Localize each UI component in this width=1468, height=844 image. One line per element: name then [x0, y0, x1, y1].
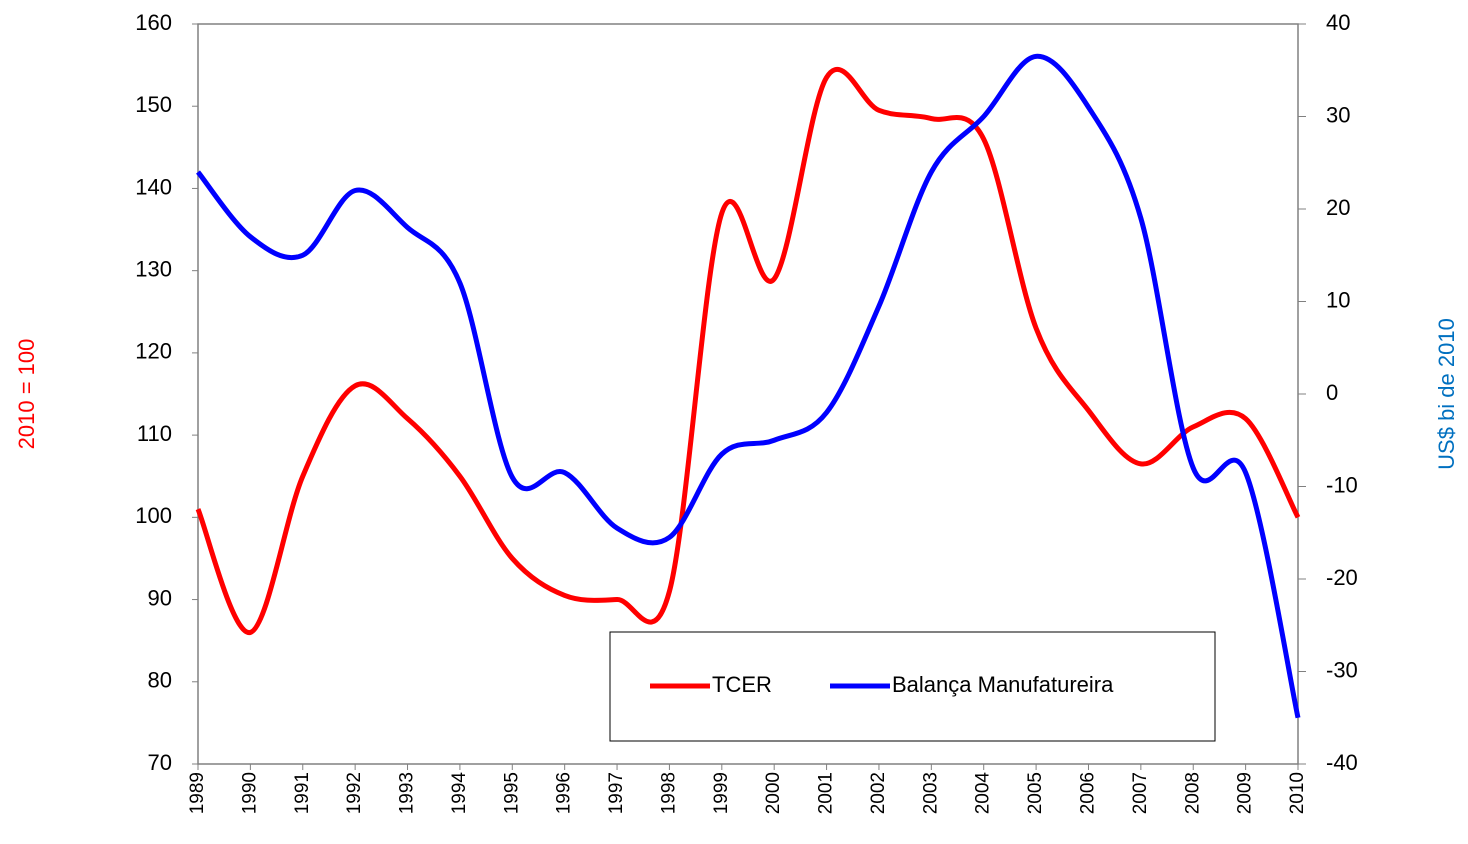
y-tick-label: 160 [135, 10, 172, 35]
series-line [195, 67, 1301, 635]
x-tick-label: 2000 [763, 772, 784, 814]
legend-label: Balança Manufatureira [892, 672, 1114, 697]
x-tick-label: 2002 [868, 772, 889, 814]
y-tick-label: 110 [137, 421, 172, 446]
y-tick-label: 80 [148, 668, 172, 693]
y2-tick-label: -20 [1326, 565, 1358, 590]
y-axis-label: 2010 = 100 [14, 339, 39, 450]
x-tick-label: 1995 [501, 772, 522, 814]
y-tick-label: 140 [135, 174, 172, 199]
y-tick-label: 120 [135, 339, 172, 364]
y2-tick-label: 30 [1326, 102, 1350, 127]
x-tick-label: 2006 [1077, 772, 1098, 814]
x-tick-label: 1991 [292, 772, 313, 814]
x-tick-label: 1996 [554, 772, 575, 814]
x-tick-label: 1989 [187, 772, 208, 814]
x-tick-label: 1990 [239, 772, 260, 814]
x-tick-label: 2010 [1287, 772, 1308, 814]
x-tick-label: 1992 [344, 772, 365, 814]
y2-tick-label: 10 [1326, 287, 1350, 312]
x-tick-label: 1997 [606, 772, 627, 814]
y2-tick-label: 40 [1326, 10, 1350, 35]
y2-tick-label: -30 [1326, 657, 1358, 682]
x-tick-label: 2001 [816, 772, 837, 814]
y-tick-label: 100 [135, 503, 172, 528]
x-tick-label: 1993 [397, 772, 418, 814]
y2-axis-label: US$ bi de 2010 [1434, 318, 1459, 470]
x-tick-label: 1994 [449, 772, 470, 815]
x-tick-label: 2004 [973, 772, 994, 815]
x-tick-label: 2007 [1130, 772, 1151, 814]
x-tick-label: 2008 [1182, 772, 1203, 814]
x-tick-label: 2009 [1235, 772, 1256, 814]
y2-tick-label: -40 [1326, 750, 1358, 775]
x-tick-label: 2005 [1025, 772, 1046, 814]
y2-tick-label: 0 [1326, 380, 1338, 405]
y-tick-label: 70 [148, 750, 172, 775]
y-tick-label: 90 [148, 585, 172, 610]
x-tick-label: 1998 [658, 772, 679, 814]
y-tick-label: 150 [135, 92, 172, 117]
legend-label: TCER [712, 672, 772, 697]
y2-tick-label: 20 [1326, 195, 1350, 220]
x-tick-label: 1999 [711, 772, 732, 814]
y-tick-label: 130 [135, 256, 172, 281]
y2-tick-label: -10 [1326, 472, 1358, 497]
legend-box [609, 631, 1216, 742]
x-tick-label: 2003 [920, 772, 941, 814]
series-line [196, 53, 1301, 719]
